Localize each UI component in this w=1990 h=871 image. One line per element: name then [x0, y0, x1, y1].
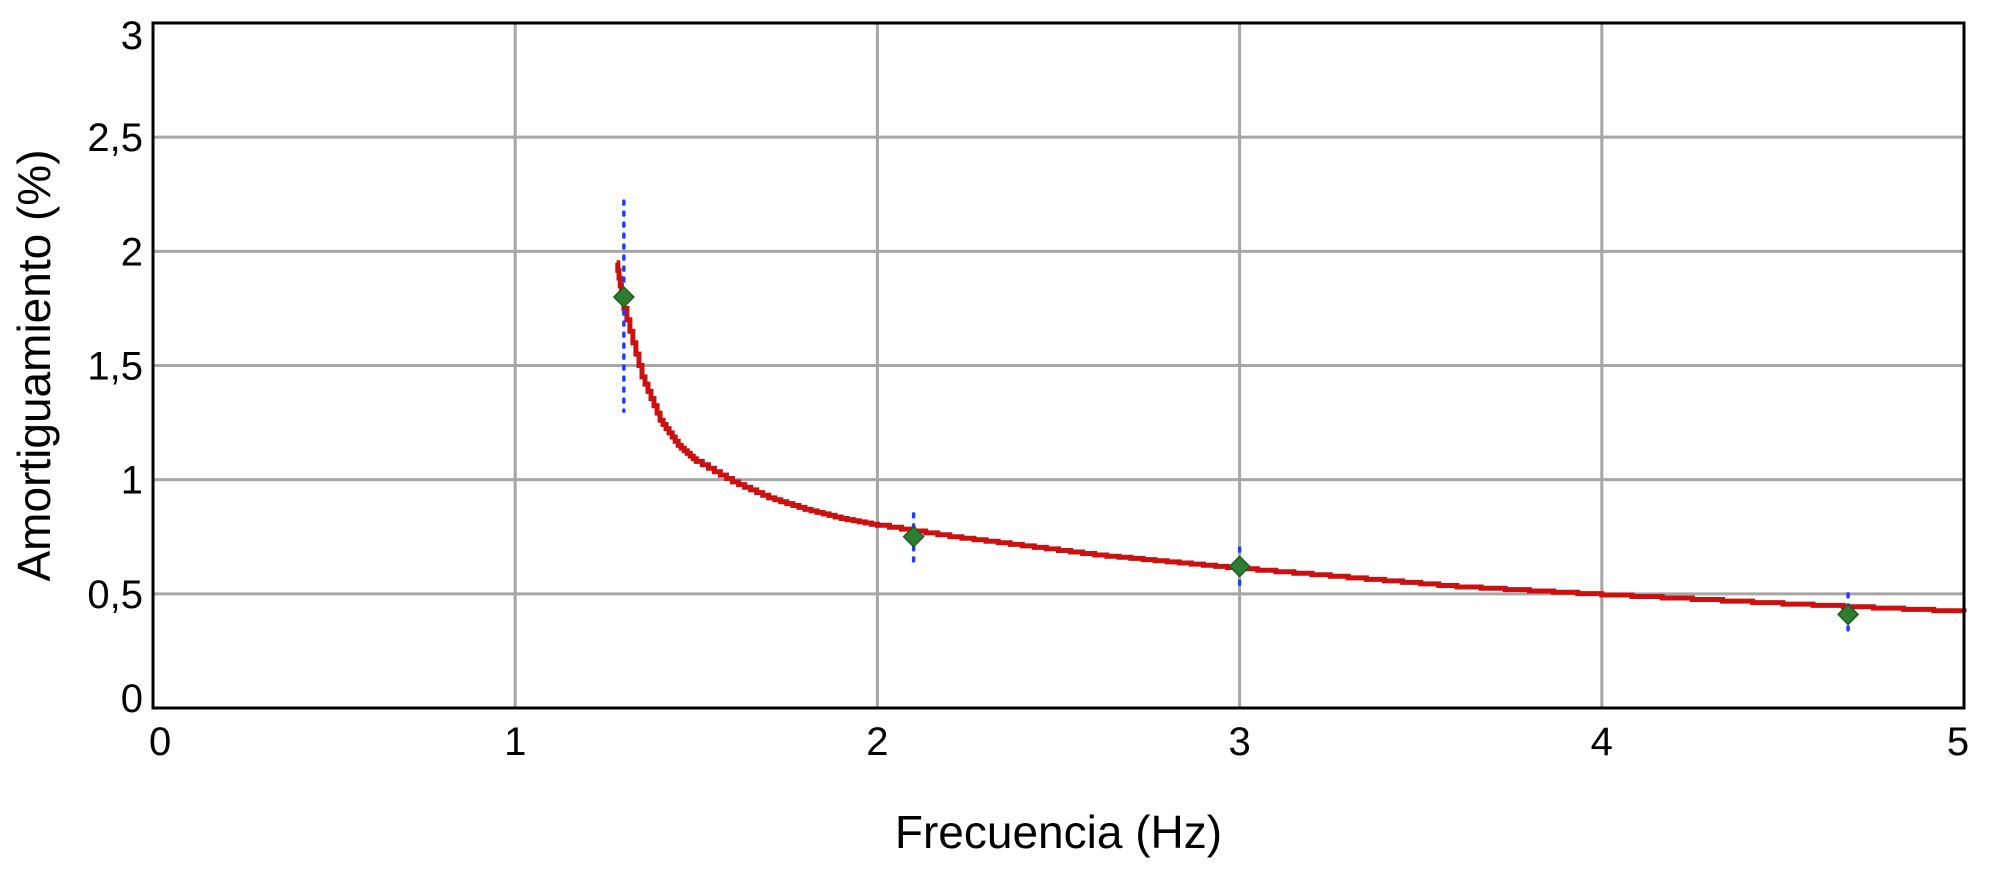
x-tick-label: 2 [866, 720, 888, 764]
x-axis-title: Frecuencia (Hz) [895, 806, 1222, 858]
fit-curve [615, 260, 1967, 614]
y-tick-label: 1,5 [87, 345, 143, 389]
x-tick-label: 5 [1947, 720, 1969, 764]
data-point-marker [902, 525, 925, 548]
data-point-marker [1837, 603, 1860, 626]
y-axis-ticks: 0 0,5 1 1,5 2 2,5 3 [87, 14, 143, 721]
y-axis-title: Amortiguamiento (%) [8, 149, 60, 581]
grid-lines [153, 23, 1964, 708]
x-tick-label: 0 [149, 720, 171, 764]
y-tick-label: 0,5 [87, 573, 143, 617]
fit-curve-layer [615, 260, 1967, 614]
x-tick-label: 1 [504, 720, 526, 764]
y-tick-label: 3 [121, 14, 143, 58]
x-axis-ticks: 0 1 2 3 4 5 [149, 720, 1969, 764]
x-tick-label: 4 [1591, 720, 1613, 764]
y-tick-label: 2,5 [87, 116, 143, 160]
data-point-marker [612, 285, 635, 309]
x-tick-label: 3 [1228, 720, 1250, 764]
data-point-marker [1228, 555, 1251, 578]
plot-frame [151, 21, 1966, 710]
y-tick-label: 1 [121, 459, 143, 503]
data-point-layer [612, 199, 1860, 639]
y-tick-label: 2 [121, 230, 143, 274]
y-tick-label: 0 [121, 677, 143, 721]
